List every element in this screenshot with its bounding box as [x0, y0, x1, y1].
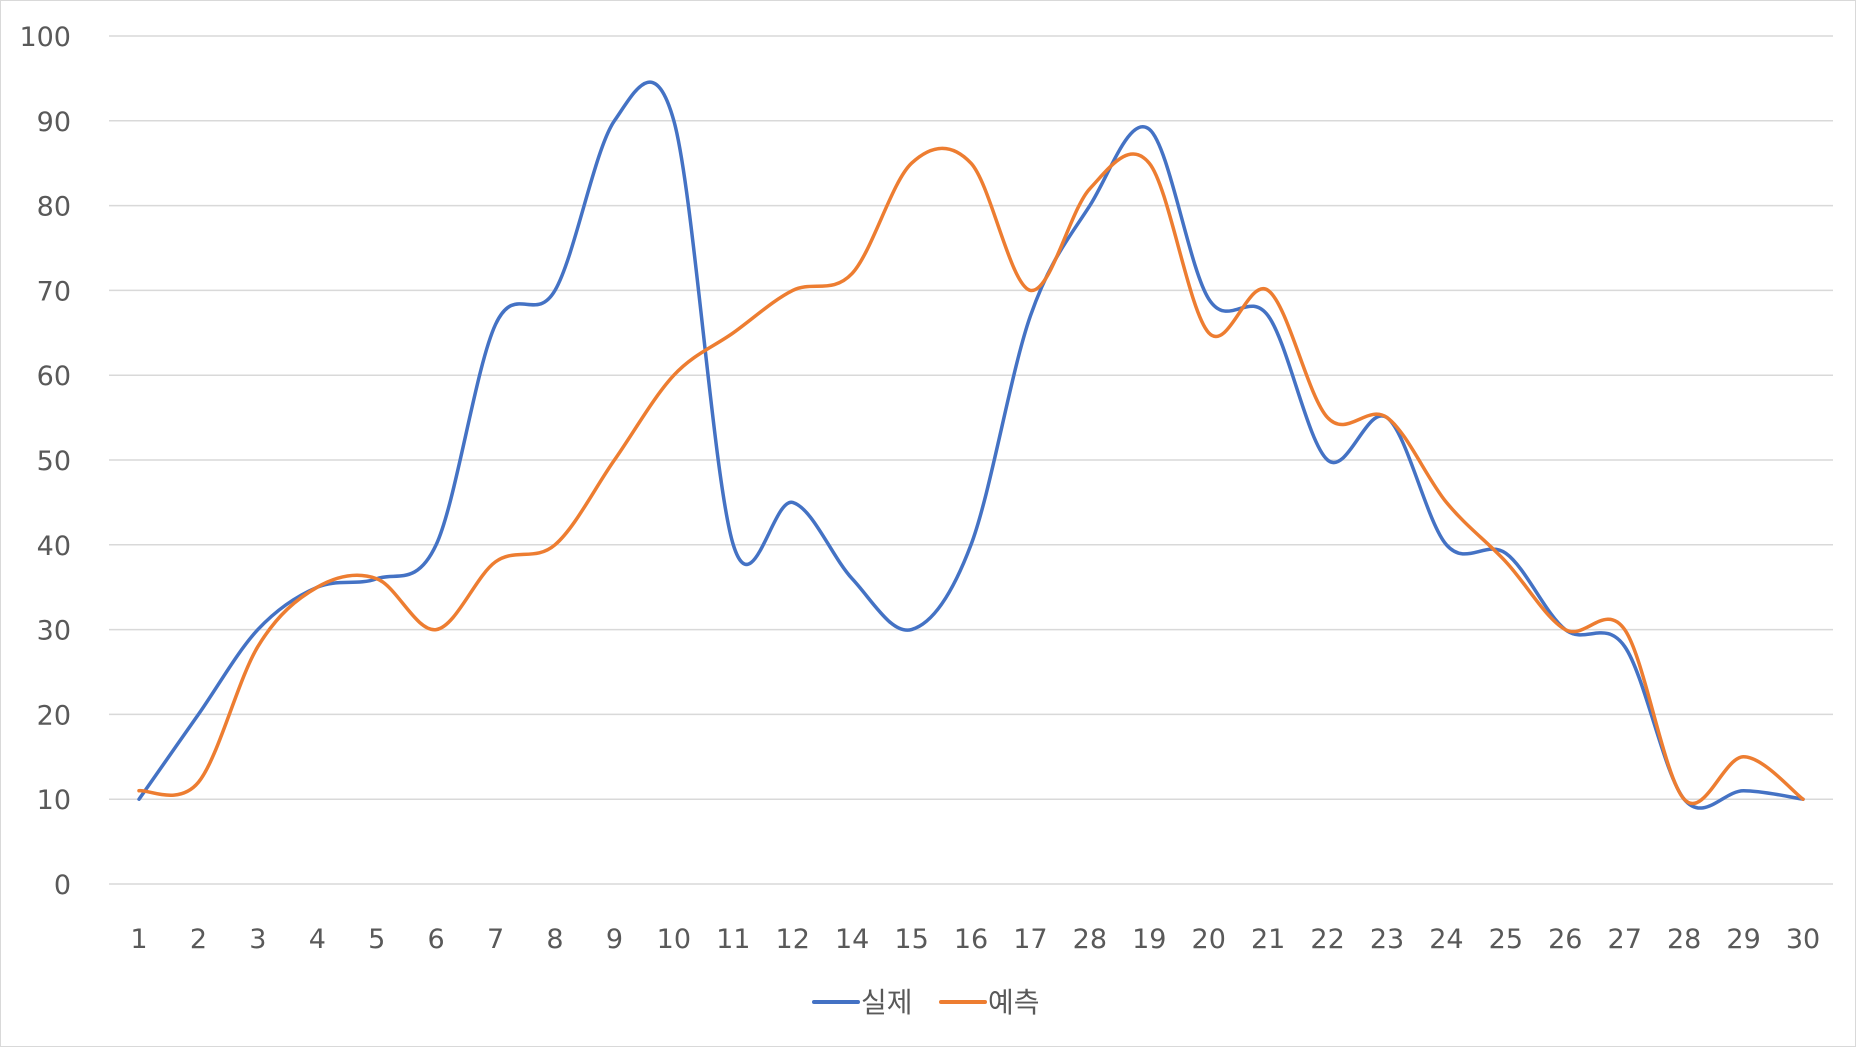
- x-tick-label: 14: [835, 924, 869, 955]
- x-tick-label: 24: [1429, 924, 1463, 955]
- x-tick-label: 15: [894, 924, 928, 955]
- y-tick-label: 20: [37, 700, 71, 731]
- legend-label-1: 실제: [861, 986, 913, 1019]
- series-line-1: [137, 80, 1805, 810]
- x-tick-label: 12: [776, 924, 810, 955]
- x-tick-label: 19: [1132, 924, 1166, 955]
- y-tick-label: 10: [37, 785, 71, 816]
- y-tick-label: 80: [37, 192, 71, 223]
- x-tick-label: 2: [190, 924, 207, 955]
- x-tick-label: 28: [1073, 924, 1107, 955]
- x-tick-label: 1: [130, 924, 147, 955]
- x-tick-label: 27: [1608, 924, 1642, 955]
- x-tick-label: 22: [1310, 924, 1344, 955]
- x-tick-label: 29: [1726, 924, 1760, 955]
- x-tick-label: 6: [428, 924, 445, 955]
- y-tick-label: 40: [37, 531, 71, 562]
- x-tick-label: 9: [606, 924, 623, 955]
- x-axis-tick-labels: 1 2 3 4 5 6 7 8 9 10 11 12 14 15 16 17 28 19 20 21 22 23 24 25 2…: [130, 924, 1820, 955]
- y-axis-tick-labels: 0 10 20 30 40 50 60 70 80 90 100: [19, 22, 71, 901]
- x-tick-label: 17: [1013, 924, 1047, 955]
- x-tick-label: 21: [1251, 924, 1285, 955]
- x-tick-label: 5: [368, 924, 385, 955]
- y-tick-label: 50: [37, 446, 71, 477]
- x-tick-label: 16: [954, 924, 988, 955]
- y-tick-label: 100: [19, 22, 71, 53]
- x-tick-label: 26: [1548, 924, 1582, 955]
- x-tick-label: 4: [309, 924, 326, 955]
- x-tick-label: 7: [487, 924, 504, 955]
- y-tick-label: 0: [54, 870, 71, 901]
- x-tick-label: 11: [716, 924, 750, 955]
- x-tick-label: 28: [1667, 924, 1701, 955]
- x-tick-label: 10: [657, 924, 691, 955]
- y-tick-label: 60: [37, 361, 71, 392]
- x-tick-label: 25: [1489, 924, 1523, 955]
- x-tick-label: 30: [1786, 924, 1820, 955]
- series-lines: [137, 80, 1805, 810]
- legend-label-2: 예측: [988, 986, 1040, 1019]
- legend: 실제 예측: [812, 986, 1040, 1019]
- x-tick-label: 8: [546, 924, 563, 955]
- series-line-2: [137, 146, 1805, 805]
- y-tick-label: 30: [37, 616, 71, 647]
- y-tick-label: 90: [37, 107, 71, 138]
- x-tick-label: 23: [1370, 924, 1404, 955]
- x-tick-label: 20: [1192, 924, 1226, 955]
- y-tick-label: 70: [37, 276, 71, 307]
- x-tick-label: 3: [249, 924, 266, 955]
